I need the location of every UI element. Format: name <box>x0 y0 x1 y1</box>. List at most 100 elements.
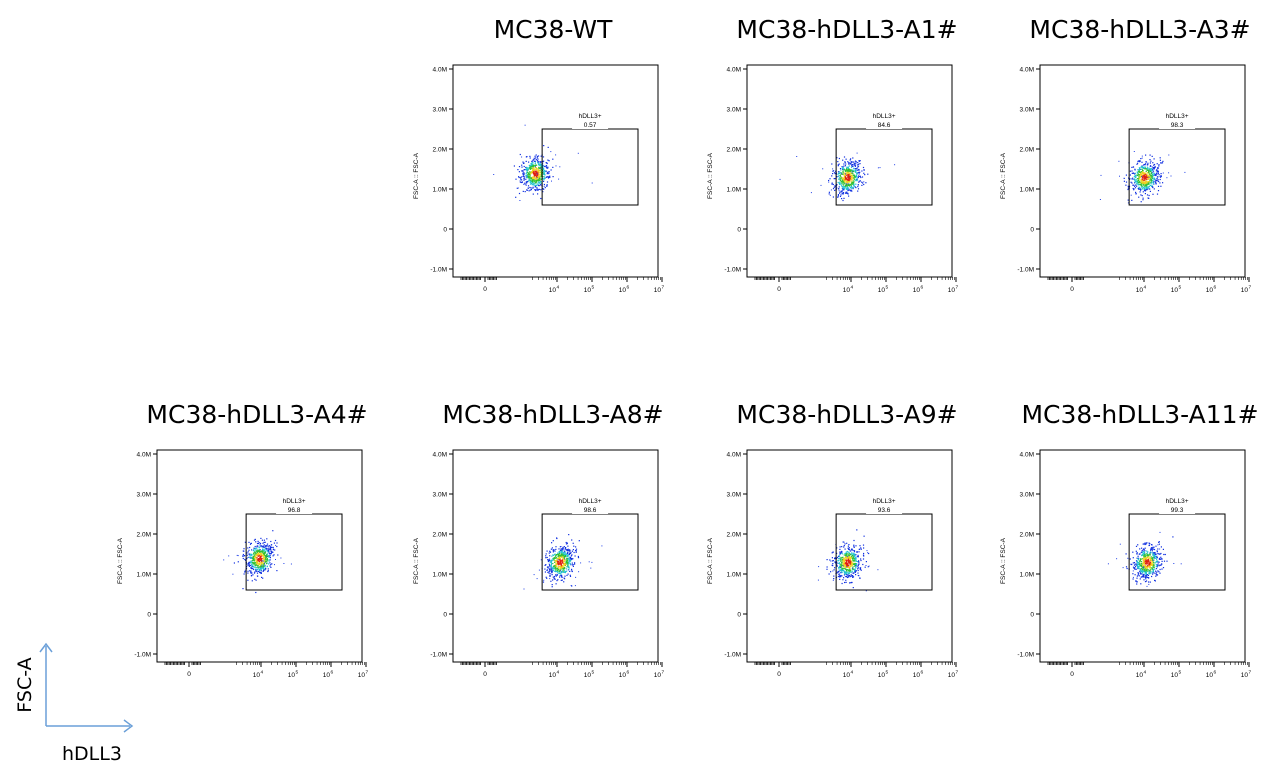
event-dot <box>1144 555 1146 558</box>
event-dot <box>1161 558 1163 560</box>
event-dot <box>848 176 850 178</box>
event-dot <box>1148 561 1150 563</box>
event-dot <box>524 182 526 184</box>
event-dot <box>517 187 519 189</box>
event-dot <box>856 164 858 166</box>
event-dot <box>522 171 524 173</box>
event-dot <box>572 564 574 566</box>
event-dot <box>853 162 855 165</box>
event-dot <box>841 180 843 182</box>
event-dot <box>1149 569 1152 571</box>
event-dot <box>251 549 253 551</box>
event-dot <box>855 570 857 572</box>
event-dot <box>846 170 848 172</box>
event-dot <box>247 547 249 549</box>
event-dot <box>863 183 865 186</box>
event-dot <box>228 555 230 557</box>
event-dot <box>264 546 266 548</box>
event-dot <box>1145 558 1147 561</box>
event-dot <box>529 166 531 168</box>
event-dot <box>246 563 248 565</box>
panel-title: MC38-hDLL3-A8# <box>442 400 664 429</box>
event-dot <box>1149 182 1151 184</box>
event-dot <box>269 562 271 564</box>
x-tick-exponent: 5 <box>886 285 889 291</box>
event-dot <box>841 567 843 570</box>
event-dot <box>851 179 853 182</box>
event-dot <box>839 548 841 550</box>
event-dot <box>272 530 274 532</box>
event-dot <box>849 554 851 556</box>
event-dot <box>1142 169 1144 171</box>
event-dot <box>533 168 535 170</box>
event-dot <box>567 562 569 564</box>
event-dot <box>529 166 531 168</box>
event-dot <box>525 178 527 180</box>
event-dot <box>1156 555 1158 557</box>
event-dot <box>1138 558 1140 560</box>
event-dot <box>538 177 540 180</box>
event-dot <box>1140 194 1142 196</box>
event-dot <box>550 561 552 563</box>
event-dot <box>534 155 536 157</box>
event-dot <box>257 553 259 555</box>
event-dot <box>1157 172 1159 174</box>
event-dot <box>851 558 854 560</box>
event-dot <box>1150 168 1152 170</box>
event-dot <box>551 560 553 562</box>
event-dot <box>267 570 269 573</box>
event-dot <box>1156 171 1159 173</box>
event-dot <box>260 562 262 564</box>
event-dot <box>1143 551 1145 553</box>
event-dot <box>549 567 551 569</box>
event-dot <box>264 541 266 543</box>
event-dot <box>1138 167 1140 169</box>
event-dot <box>1134 563 1136 565</box>
event-dot <box>545 170 547 172</box>
event-dot <box>560 553 562 555</box>
event-dot <box>526 189 528 191</box>
event-dot <box>851 175 853 177</box>
event-dot <box>530 183 532 185</box>
event-dot <box>1118 160 1120 162</box>
event-dot <box>551 574 553 576</box>
event-dot <box>261 567 263 569</box>
event-dot <box>847 183 849 185</box>
event-dot <box>1147 170 1149 172</box>
event-dot <box>561 556 563 558</box>
event-dot <box>549 550 551 552</box>
event-dot <box>1141 563 1143 565</box>
event-dot <box>543 176 545 178</box>
event-dot <box>831 552 833 554</box>
event-dot <box>559 568 561 570</box>
event-dot <box>842 556 844 558</box>
event-dot <box>558 178 560 180</box>
event-dot <box>855 180 857 182</box>
event-dot <box>1160 556 1162 558</box>
event-dot <box>1151 547 1153 549</box>
event-dot <box>564 572 566 574</box>
event-dot <box>1160 175 1162 177</box>
event-dot <box>843 567 845 569</box>
event-dot <box>270 552 273 554</box>
event-dot <box>257 545 259 547</box>
event-dot <box>1148 185 1150 188</box>
event-dot <box>526 175 528 177</box>
event-dot <box>549 551 552 553</box>
event-dot <box>557 555 560 557</box>
event-dot <box>255 562 257 564</box>
event-dot <box>276 570 278 572</box>
event-dot <box>256 570 258 573</box>
event-dot <box>839 195 842 197</box>
event-dot <box>525 166 527 169</box>
event-dot <box>1107 563 1109 565</box>
event-dot <box>852 556 855 558</box>
event-dot <box>840 184 843 186</box>
event-dot <box>259 553 261 555</box>
event-dot <box>256 554 259 556</box>
event-dot <box>1156 551 1158 553</box>
event-dot <box>549 574 551 577</box>
event-dot <box>544 174 546 176</box>
event-dot <box>1146 569 1148 571</box>
event-dot <box>559 166 561 168</box>
